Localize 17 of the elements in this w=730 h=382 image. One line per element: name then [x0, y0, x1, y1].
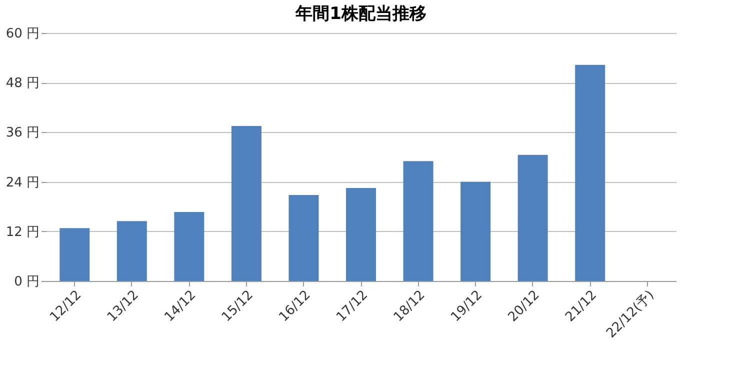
bar: [575, 64, 606, 281]
bar: [460, 182, 491, 281]
y-tick-label: 0 円: [14, 274, 40, 290]
bar: [346, 188, 376, 281]
y-tick-label: 60 円: [6, 26, 40, 42]
bar: [518, 154, 548, 281]
y-tick-label: 12 円: [6, 224, 40, 240]
chart-title: 年間1株配当推移: [294, 4, 426, 24]
y-tick-label: 24 円: [6, 175, 40, 190]
bar: [231, 126, 262, 281]
y-tick-label: 36 円: [6, 126, 40, 141]
bar: [403, 161, 434, 281]
bar: [60, 228, 90, 281]
bar: [116, 221, 147, 281]
bar: [174, 212, 204, 281]
y-tick-label: 48 円: [6, 76, 40, 92]
bar: [288, 195, 319, 281]
